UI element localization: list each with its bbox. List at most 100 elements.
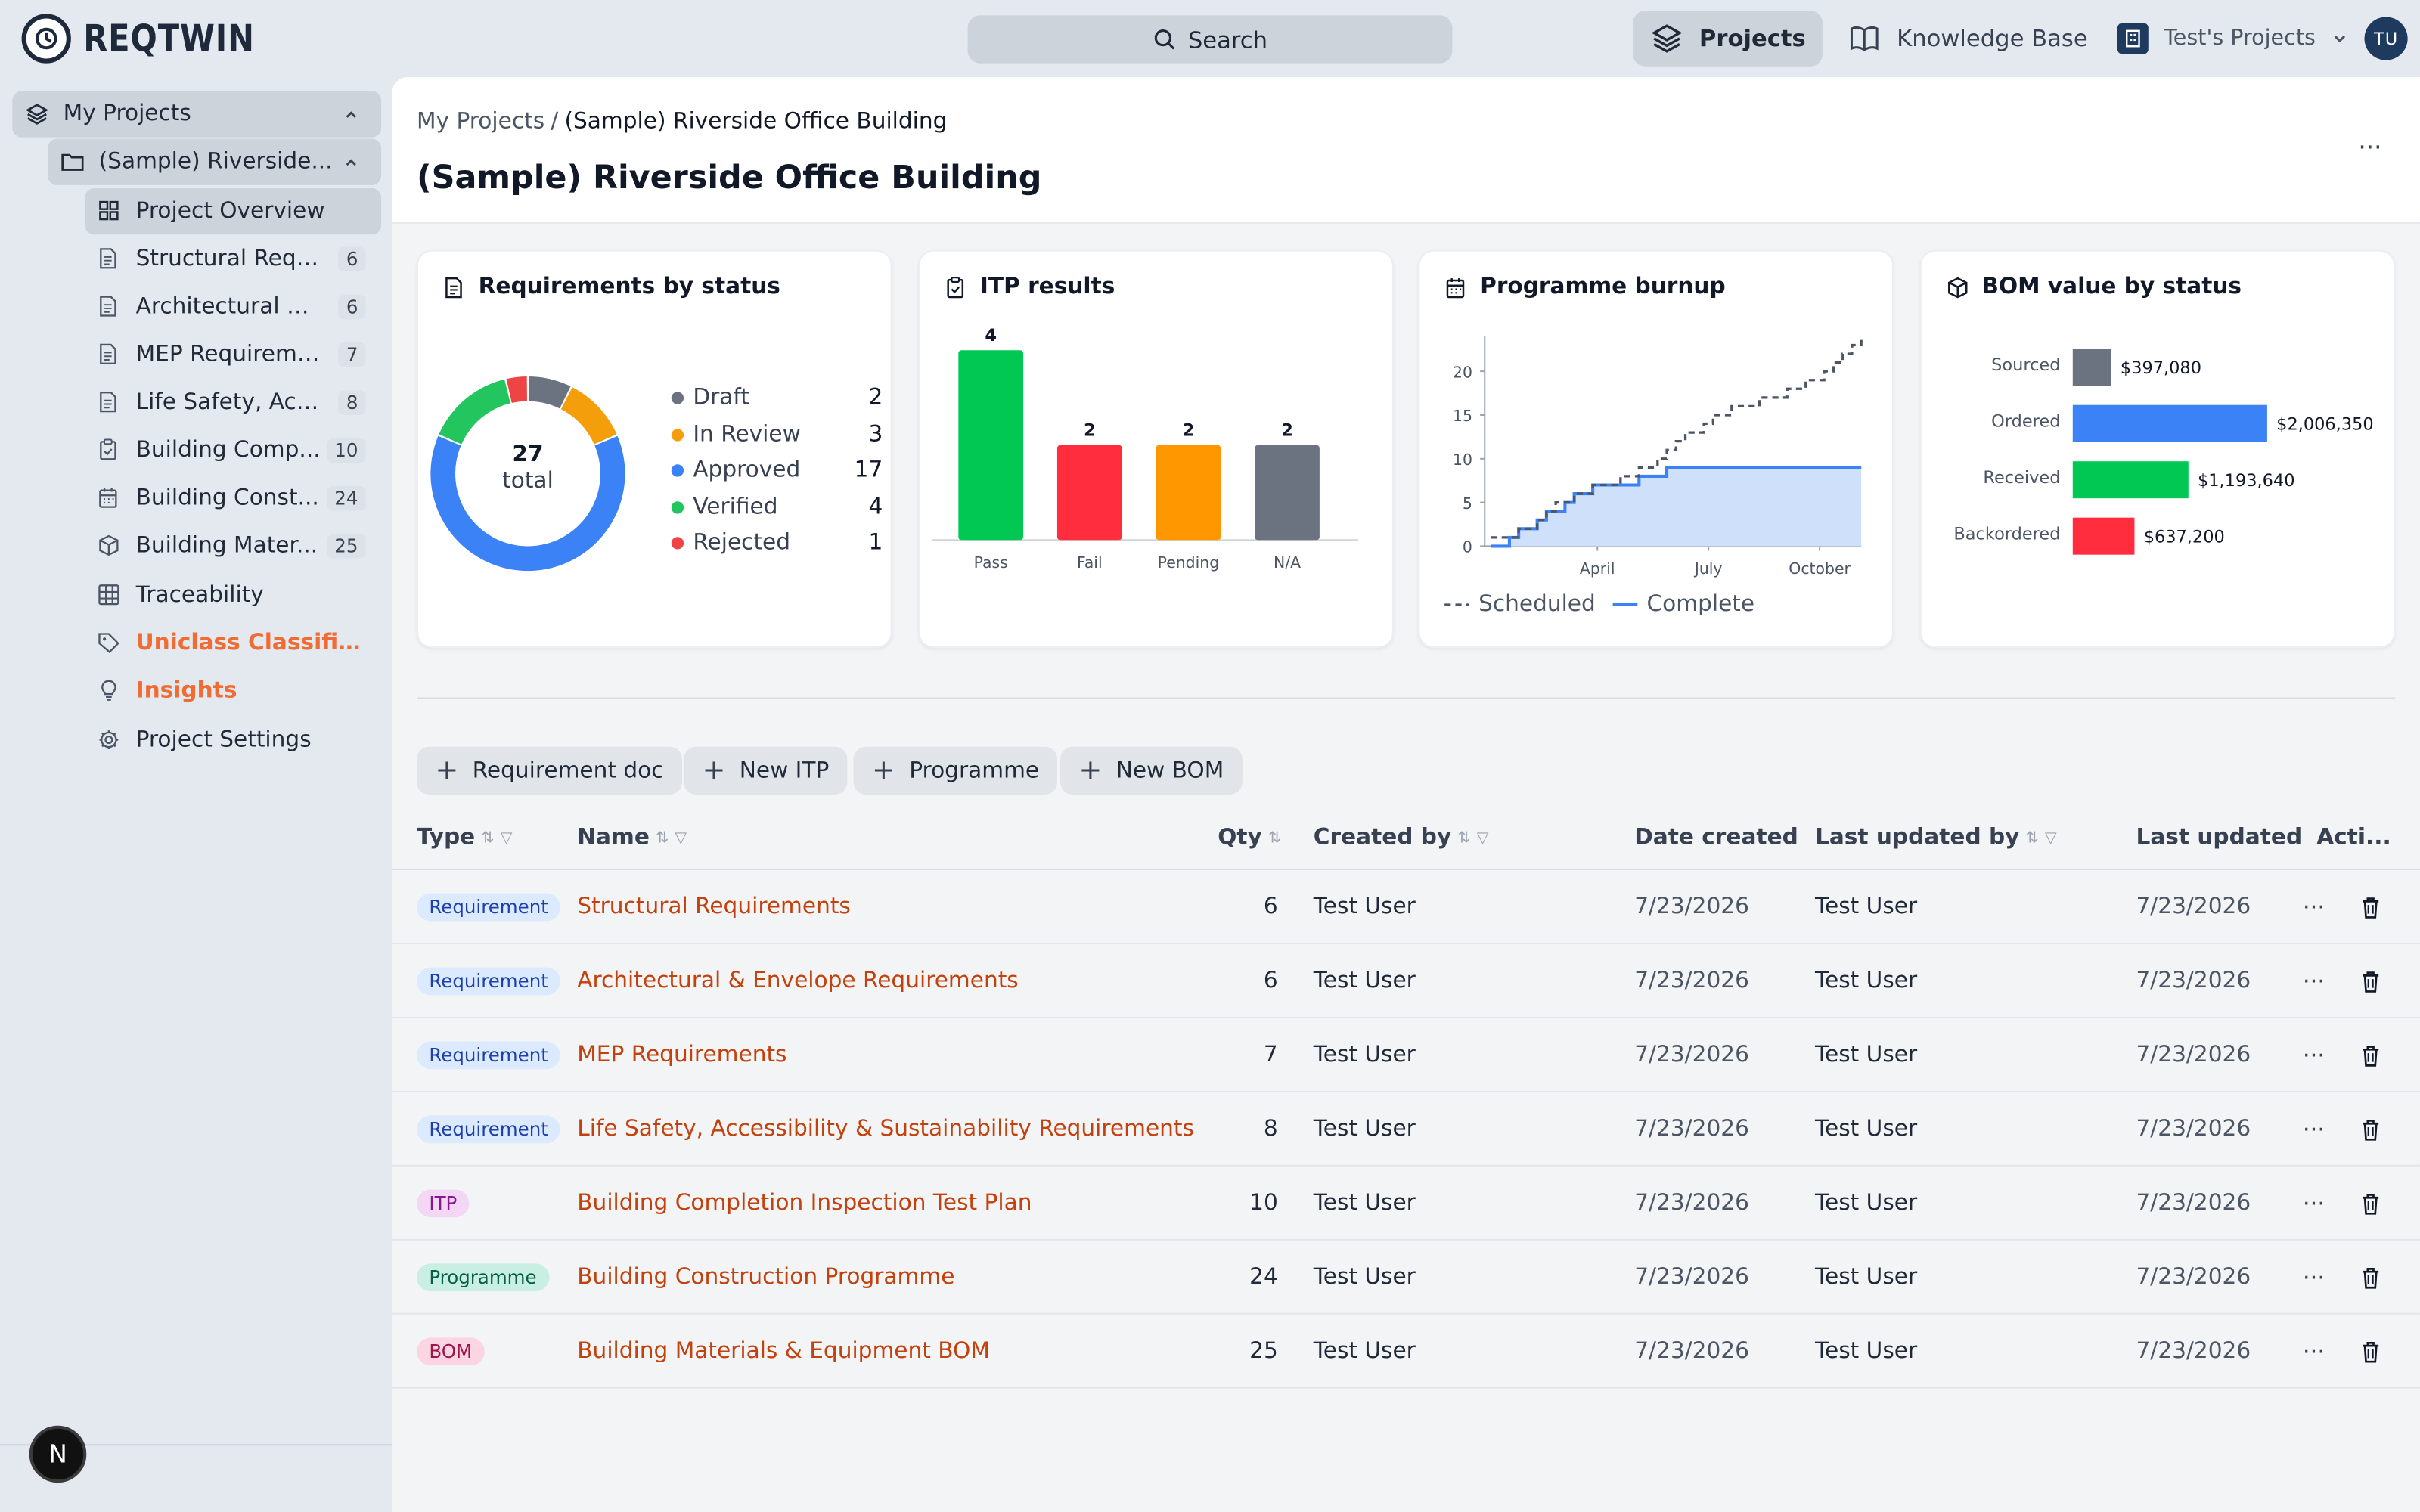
sidebar-item-project-settings[interactable]: Project Settings — [85, 717, 375, 764]
sidebar-project-folder[interactable]: (Sample) Riverside... — [48, 138, 382, 185]
breadcrumb-root[interactable]: My Projects — [417, 109, 545, 135]
table-row[interactable]: Requirement Life Safety, Accessibility &… — [392, 1092, 2420, 1167]
column-header-created-by[interactable]: Created by ⇅ ▽ — [1314, 826, 1489, 850]
top-bar: REQTWIN Search Projects Knowledge Base T… — [0, 0, 2420, 78]
app-logo[interactable]: REQTWIN — [21, 14, 285, 64]
sort-icon[interactable]: ⇅ — [2025, 829, 2039, 847]
column-header-qty[interactable]: Qty ⇅ — [1218, 826, 1281, 850]
delete-button[interactable] — [2360, 1092, 2381, 1167]
table-row[interactable]: Requirement MEP Requirements 7 Test User… — [392, 1018, 2420, 1092]
nav-knowledge-base[interactable]: Knowledge Base — [1830, 11, 2105, 66]
last-updated-by-cell: Test User — [1814, 1265, 1918, 1290]
last-updated-cell: 7/23/2026 — [2136, 1043, 2251, 1068]
type-cell: ITP — [417, 1167, 470, 1241]
legend-label: In Review — [693, 422, 801, 447]
sidebar-project-label: (Sample) Riverside... — [98, 149, 333, 175]
delete-button[interactable] — [2360, 1315, 2381, 1389]
add-programme-button[interactable]: + Programme — [853, 746, 1058, 795]
filter-icon[interactable]: ▽ — [2044, 829, 2057, 847]
table-row[interactable]: Programme Building Construction Programm… — [392, 1241, 2420, 1315]
table-row[interactable]: Requirement Architectural & Envelope Req… — [392, 944, 2420, 1018]
row-more-button[interactable]: ··· — [2302, 893, 2325, 922]
column-header-name[interactable]: Name ⇅ ▽ — [577, 826, 687, 850]
filter-icon[interactable]: ▽ — [500, 829, 513, 847]
column-header-label: Type — [417, 825, 476, 850]
table-row[interactable]: Requirement Structural Requirements 6 Te… — [392, 870, 2420, 944]
search-button[interactable]: Search — [967, 15, 1453, 64]
y-tick-label: 10 — [1453, 451, 1472, 469]
delete-button[interactable] — [2360, 870, 2381, 944]
document-name-link[interactable]: Building Materials & Equipment BOM — [577, 1339, 990, 1365]
donut-slice-draft — [528, 376, 571, 409]
sidebar-my-projects[interactable]: My Projects — [12, 91, 382, 138]
sidebar-item-building-materials[interactable]: Building Mater... 25 — [85, 523, 375, 569]
sidebar-item-label: Traceability — [135, 583, 264, 609]
workspace-switcher[interactable]: Test's Projects — [2117, 11, 2350, 66]
new-itp-button[interactable]: + New ITP — [684, 746, 848, 795]
table-row[interactable]: BOM Building Materials & Equipment BOM 2… — [392, 1315, 2420, 1389]
legend-dot — [671, 537, 684, 550]
last-updated-cell: 7/23/2026 — [2136, 1117, 2251, 1142]
sidebar-item-building-construction[interactable]: Building Const... 24 — [85, 476, 375, 522]
filter-icon[interactable]: ▽ — [1476, 829, 1489, 847]
user-avatar[interactable]: TU — [2364, 17, 2408, 60]
column-header-type[interactable]: Type ⇅ ▽ — [417, 826, 512, 850]
y-category-label: Ordered — [1991, 411, 2060, 431]
sort-icon[interactable]: ⇅ — [656, 829, 669, 847]
delete-button[interactable] — [2360, 1241, 2381, 1315]
bar-na — [1255, 445, 1320, 541]
row-more-button[interactable]: ··· — [2302, 1041, 2325, 1070]
row-more-button[interactable]: ··· — [2302, 967, 2325, 996]
document-name-link[interactable]: Building Construction Programme — [577, 1265, 955, 1290]
delete-button[interactable] — [2360, 1018, 2381, 1092]
sort-icon[interactable]: ⇅ — [1457, 829, 1471, 847]
document-name-link[interactable]: Structural Requirements — [577, 894, 851, 920]
created-by-cell: Test User — [1313, 1043, 1416, 1068]
nav-projects-label: Projects — [1699, 24, 1806, 53]
dev-tools-badge[interactable]: N — [29, 1425, 87, 1483]
qty-cell: 8 — [1263, 1117, 1278, 1142]
column-header-label: Name — [577, 825, 650, 850]
y-tick-label: 15 — [1453, 407, 1472, 425]
document-name-link[interactable]: Building Completion Inspection Test Plan — [577, 1191, 1032, 1216]
row-more-button[interactable]: ··· — [2302, 1263, 2325, 1292]
bar-value-label: $2,006,350 — [2276, 414, 2373, 434]
created-by-cell: Test User — [1313, 894, 1416, 920]
filter-icon[interactable]: ▽ — [675, 829, 687, 847]
sidebar-item-project-overview[interactable]: Project Overview — [85, 187, 382, 235]
table-row[interactable]: ITP Building Completion Inspection Test … — [392, 1167, 2420, 1241]
column-header-label: Date created — [1634, 825, 1798, 850]
document-name-link[interactable]: Life Safety, Accessibility & Sustainabil… — [577, 1117, 1194, 1142]
sort-icon[interactable]: ⇅ — [1267, 829, 1282, 847]
nav-projects[interactable]: Projects — [1633, 11, 1823, 67]
sort-icon[interactable]: ⇅ — [481, 829, 495, 847]
row-more-button[interactable]: ··· — [2302, 1115, 2325, 1144]
sidebar-item-structural[interactable]: Structural Requ... 6 — [85, 236, 375, 282]
delete-button[interactable] — [2360, 1167, 2381, 1241]
document-name-link[interactable]: Architectural & Envelope Requirements — [577, 968, 1019, 994]
add-requirement-doc-button[interactable]: + Requirement doc — [417, 746, 683, 795]
sidebar-item-uniclass[interactable]: Uniclass Classific... — [85, 620, 375, 666]
row-more-button[interactable]: ··· — [2302, 1189, 2325, 1218]
column-header-last-updated[interactable]: Last updated — [2136, 826, 2302, 850]
legend-item: Draft 2 — [671, 386, 883, 411]
sidebar-item-traceability[interactable]: Traceability — [85, 572, 375, 618]
document-name-link[interactable]: MEP Requirements — [577, 1043, 787, 1068]
column-header-last-updated-by[interactable]: Last updated by ⇅ ▽ — [1815, 826, 2057, 850]
date-created-cell: 7/23/2026 — [1634, 1191, 1749, 1216]
sidebar-item-insights[interactable]: Insights — [85, 668, 375, 714]
y-category-label: Sourced — [1991, 355, 2060, 375]
bar-fail — [1056, 445, 1122, 541]
column-header-date-created[interactable]: Date created — [1634, 826, 1798, 850]
sidebar-item-life-safety[interactable]: Life Safety, Acc... 8 — [85, 380, 375, 426]
new-bom-button[interactable]: + New BOM — [1060, 746, 1243, 795]
row-more-button[interactable]: ··· — [2302, 1337, 2325, 1366]
sidebar-item-label: Building Const... — [135, 485, 319, 511]
page-more-button[interactable]: ··· — [2358, 132, 2382, 163]
sidebar-item-architectural[interactable]: Architectural & ... 6 — [85, 284, 375, 330]
sidebar-item-mep[interactable]: MEP Requireme... 7 — [85, 332, 375, 378]
type-cell: Requirement — [417, 1018, 561, 1092]
page-title: (Sample) Riverside Office Building — [417, 159, 1042, 197]
sidebar-item-building-completion[interactable]: Building Comp... 10 — [85, 427, 375, 473]
delete-button[interactable] — [2360, 944, 2381, 1018]
